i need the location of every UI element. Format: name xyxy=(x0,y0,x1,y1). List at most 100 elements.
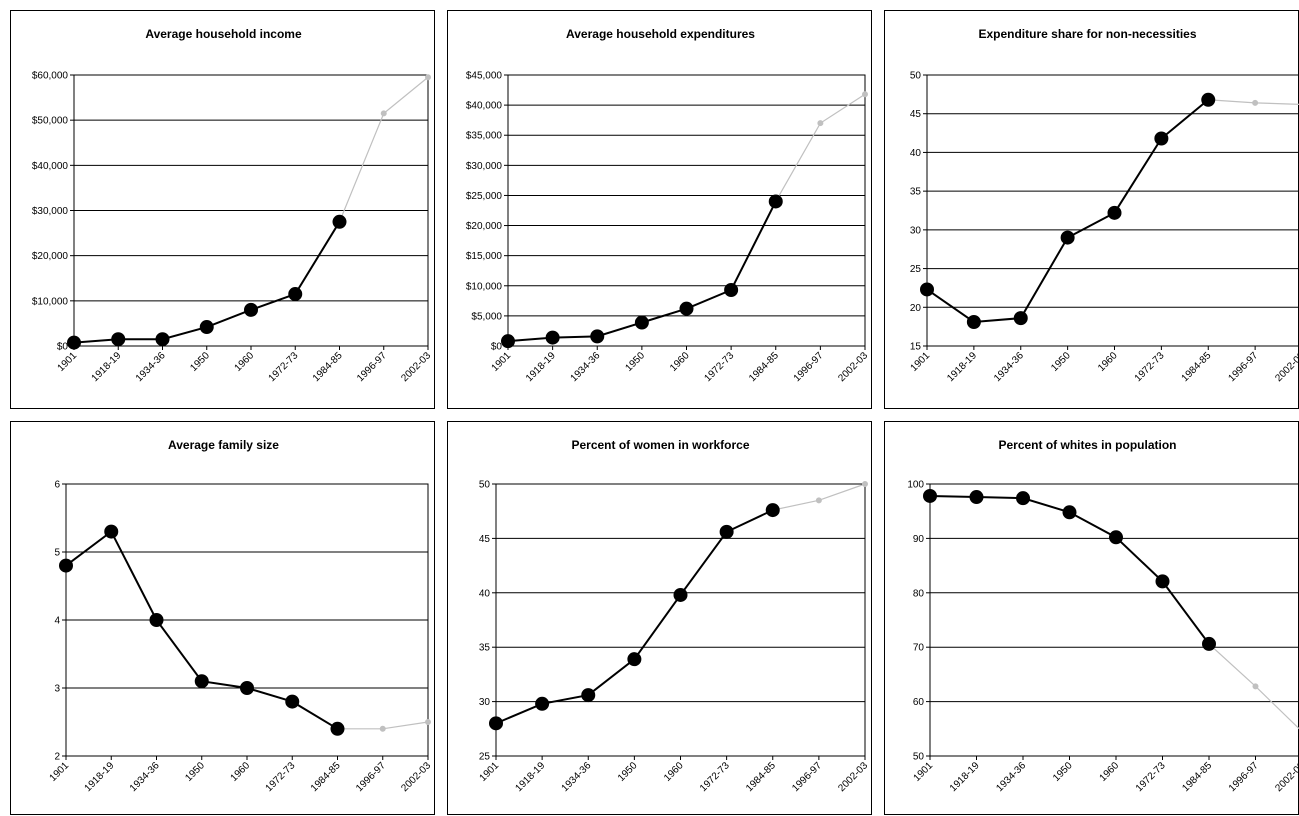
chart-svg: Expenditure share for non-necessities 15 2… xyxy=(909,27,1299,384)
data-point xyxy=(332,214,347,229)
y-tick-label: 4 xyxy=(54,616,60,627)
y-tick-label: $40,000 xyxy=(32,161,69,172)
chart-panel-whites-population: Percent of whites in population 50 60 70 80 9… xyxy=(884,421,1299,815)
data-point xyxy=(590,329,605,344)
data-point xyxy=(1060,230,1075,245)
data-point xyxy=(59,558,73,573)
x-tick-label: 1984-85 xyxy=(1180,350,1214,384)
x-tick-label: 1934-36 xyxy=(994,760,1028,794)
data-point xyxy=(627,652,642,667)
chart-title: Average household income xyxy=(145,27,302,41)
x-tick-label: 1996-97 xyxy=(1227,350,1261,384)
x-tick-label: 2002-03 xyxy=(399,350,433,384)
y-tick-label: 20 xyxy=(910,303,922,314)
y-tick-label: 50 xyxy=(910,71,922,82)
y-tick-label: $30,000 xyxy=(32,206,69,217)
x-tick-label: 1918-19 xyxy=(524,350,558,384)
data-point xyxy=(285,694,300,709)
data-point xyxy=(67,335,81,350)
data-point xyxy=(1252,99,1259,106)
chart-panel-non-necessities-share: Expenditure share for non-necessities 15 2… xyxy=(884,10,1299,409)
chart-title: Percent of whites in population xyxy=(998,438,1176,452)
series-line xyxy=(73,76,429,344)
data-point xyxy=(240,681,254,695)
data-point xyxy=(817,120,824,127)
x-tick-label: 1960 xyxy=(233,350,257,374)
data-point xyxy=(425,74,431,81)
series-line xyxy=(926,99,1209,324)
y-tick-label: 60 xyxy=(913,697,925,708)
chart-title: Expenditure share for non-necessities xyxy=(978,27,1196,41)
data-point xyxy=(969,490,984,505)
x-tick-label: 1950 xyxy=(1051,760,1075,784)
y-tick-label: $60,000 xyxy=(32,71,69,82)
y-tick-label: $25,000 xyxy=(466,191,503,202)
data-point xyxy=(379,725,386,732)
chart-title: Average family size xyxy=(168,438,279,452)
y-tick-label: 50 xyxy=(913,752,925,763)
x-tick-label: 1984-85 xyxy=(311,350,345,384)
x-tick-label: 1950 xyxy=(183,760,207,784)
data-point xyxy=(1252,683,1259,690)
y-tick-label: 3 xyxy=(54,684,60,695)
x-tick-label: 1901 xyxy=(490,350,514,374)
y-tick-label: 35 xyxy=(910,187,922,198)
x-tick-label: 1960 xyxy=(668,350,692,374)
chart-svg: Average family size 2 3 4 5 6 1901 1918-19 1934-… xyxy=(48,438,434,794)
data-point xyxy=(1109,530,1123,545)
data-point xyxy=(489,716,503,731)
data-point xyxy=(1154,131,1169,146)
x-tick-label: 1996-97 xyxy=(1227,760,1261,794)
x-tick-label: 1934-36 xyxy=(128,760,162,794)
data-point xyxy=(920,282,934,297)
data-point xyxy=(673,587,688,602)
x-tick-label: 1972-73 xyxy=(1134,760,1168,794)
data-point xyxy=(380,110,387,117)
x-tick-label: 2002-03 xyxy=(836,350,870,384)
y-tick-label: $45,000 xyxy=(466,71,503,82)
x-tick-label: 1972-73 xyxy=(267,350,301,384)
data-point xyxy=(719,524,734,539)
y-tick-label: $15,000 xyxy=(466,251,503,262)
data-point xyxy=(581,688,596,703)
x-tick-label: 1901 xyxy=(909,350,933,374)
chart-panel-family-size: Average family size 2 3 4 5 6 1901 1918-19 1934-… xyxy=(10,421,435,815)
y-tick-label: 70 xyxy=(913,643,925,654)
y-tick-label: 2 xyxy=(54,752,60,763)
y-tick-label: $5,000 xyxy=(471,311,502,322)
x-tick-label: 1972-73 xyxy=(698,760,732,794)
data-point xyxy=(1107,205,1122,220)
x-tick-label: 1934-36 xyxy=(134,350,168,384)
data-point xyxy=(104,524,119,539)
y-tick-label: 80 xyxy=(913,588,925,599)
y-tick-label: 45 xyxy=(479,534,491,545)
x-tick-label: 1934-36 xyxy=(560,760,594,794)
chart-svg: Percent of women in workforce 25 30 35 40 45 5… xyxy=(478,438,871,794)
data-point xyxy=(815,497,822,504)
data-point xyxy=(545,330,560,345)
y-tick-label: 30 xyxy=(479,697,491,708)
data-point xyxy=(634,315,649,330)
data-point xyxy=(679,301,694,316)
y-tick-label: 6 xyxy=(54,480,60,491)
x-tick-label: 1996-97 xyxy=(790,760,824,794)
series-line xyxy=(65,530,429,730)
y-tick-label: 45 xyxy=(910,109,922,120)
y-tick-label: 40 xyxy=(910,148,922,159)
x-tick-label: 1984-85 xyxy=(744,760,778,794)
x-tick-label: 1918-19 xyxy=(90,350,124,384)
x-tick-label: 1972-73 xyxy=(703,350,737,384)
data-point xyxy=(194,674,209,689)
x-tick-label: 1918-19 xyxy=(945,350,979,384)
y-tick-label: 35 xyxy=(479,643,491,654)
y-tick-label: $0 xyxy=(57,342,69,353)
data-point xyxy=(1201,92,1216,107)
series-line xyxy=(495,509,774,725)
data-point xyxy=(155,332,170,347)
series-line xyxy=(495,483,866,724)
x-tick-label: 1960 xyxy=(662,760,686,784)
chart-title: Percent of women in workforce xyxy=(571,438,749,452)
x-tick-label: 1901 xyxy=(478,760,502,784)
plot-area xyxy=(495,483,866,757)
x-tick-label: 1996-97 xyxy=(792,350,826,384)
